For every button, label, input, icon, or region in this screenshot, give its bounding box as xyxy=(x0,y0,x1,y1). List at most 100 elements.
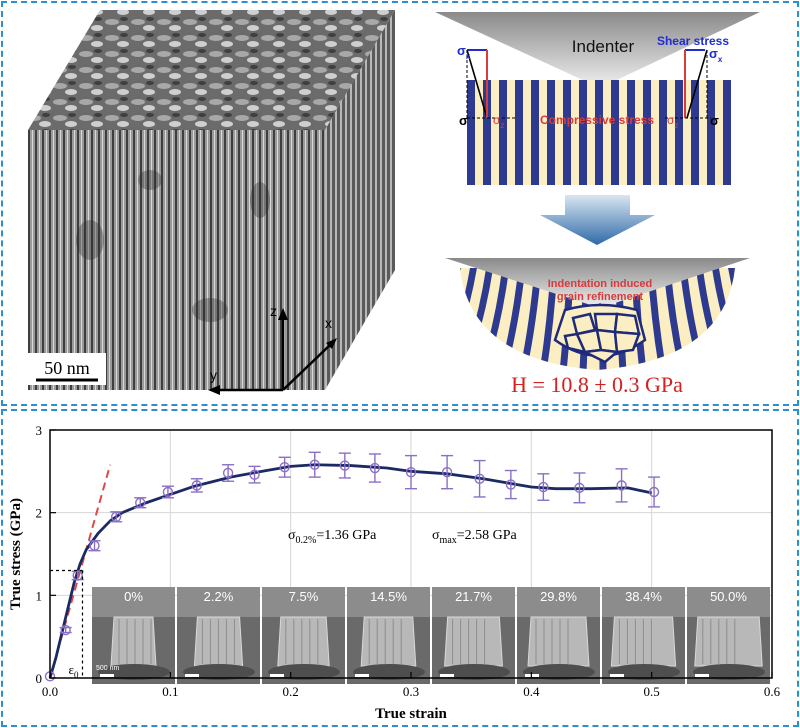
shear-stress-label: Shear stress xyxy=(657,34,729,48)
x-axis-label: True strain xyxy=(375,706,447,722)
data-point xyxy=(648,486,660,498)
inset-scale-bar xyxy=(185,674,199,677)
bowl-stripe xyxy=(460,268,462,370)
sigma-right: σ xyxy=(710,113,719,128)
inset-scale-bar xyxy=(610,674,624,677)
bowl-stripe xyxy=(679,268,707,370)
y-axis-label: True stress (GPa) xyxy=(8,498,24,610)
layer-stripe xyxy=(547,80,555,185)
data-point xyxy=(505,479,517,490)
bowl-stripe xyxy=(519,268,542,370)
inset-scale-bar xyxy=(270,674,284,677)
bowl-stripe xyxy=(727,268,735,370)
data-point xyxy=(309,459,320,470)
y-tick-label: 2 xyxy=(36,506,43,521)
stress-annotation: σ0.2%=1.36 GPa xyxy=(288,528,377,546)
sem-inset xyxy=(92,587,175,684)
x-tick-label: 0.2 xyxy=(283,684,299,699)
y-tick-label: 3 xyxy=(36,423,43,438)
axis-y-head xyxy=(208,385,220,395)
data-point xyxy=(110,511,122,523)
axis-x-head xyxy=(326,338,337,349)
axis-z-label: z xyxy=(270,303,277,319)
stress-diagram-right xyxy=(665,49,711,119)
layer-stripe xyxy=(659,80,667,185)
x-tick-label: 0.1 xyxy=(162,684,178,699)
data-point xyxy=(60,624,71,636)
layer-stripe xyxy=(531,80,539,185)
stress-annotation: σmax=2.58 GPa xyxy=(432,528,518,546)
inset-scale-label: 500 nm xyxy=(96,665,120,672)
refined-grains xyxy=(553,303,647,364)
data-point xyxy=(72,570,83,581)
y-tick-label: 0 xyxy=(36,671,43,686)
data-point xyxy=(538,481,549,493)
axis-y-label: y xyxy=(210,367,217,383)
sigma-x-right: σx xyxy=(709,46,723,64)
indenter-tip-bottom xyxy=(445,258,750,308)
data-point xyxy=(249,469,260,480)
data-point xyxy=(162,486,174,498)
layer-stripe xyxy=(627,80,635,185)
x-tick-label: 0.0 xyxy=(42,684,58,699)
hardness-value: H = 10.8 ± 0.3 GPa xyxy=(511,372,683,397)
indenter-label: Indenter xyxy=(572,37,635,56)
inset-strain-label: 14.5% xyxy=(370,589,407,604)
inset-strain-label: 0% xyxy=(124,589,143,604)
layer-stripe xyxy=(563,80,571,185)
sigma-z-right: σz xyxy=(667,113,678,130)
data-point xyxy=(441,466,453,478)
layer-stripe xyxy=(467,80,475,185)
inset-scale-bar xyxy=(695,674,709,677)
x-tick-label: 0.6 xyxy=(764,684,781,699)
bottom-panel-border xyxy=(1,409,799,727)
sem-inset xyxy=(177,587,260,684)
layer-stripe xyxy=(675,80,683,185)
layer-stripe xyxy=(643,80,651,185)
layer-stripes xyxy=(467,80,731,185)
indentation-schematic: Indenter σx σ σz Shear stress σx σ σz Co… xyxy=(435,12,760,397)
inset-strain-label: 21.7% xyxy=(455,589,492,604)
x-tick-label: 0.3 xyxy=(403,684,419,699)
eps0-label: ε0 xyxy=(68,662,78,680)
sem-inset xyxy=(432,587,515,684)
data-point xyxy=(616,480,627,491)
refinement-label-line1: Indentation induced xyxy=(548,278,653,290)
inset-strain-label: 50.0% xyxy=(710,589,747,604)
scale-bar-label: 50 nm xyxy=(44,358,90,378)
data-point xyxy=(369,462,381,474)
stress-strain-chart: ε0 σ0.2%=1.36 GPa σmax=2.58 GPa 0% 500 nm 2.2… xyxy=(8,423,781,722)
bowl-stripe xyxy=(695,268,727,370)
tem-block-figure: 50 nm z x y xyxy=(28,10,395,395)
block-front-face xyxy=(28,130,325,390)
data-point xyxy=(89,540,100,551)
compressive-stress-label: Compressive stress xyxy=(540,113,654,127)
bowl-stripe xyxy=(479,268,510,370)
inset-strain-label: 29.8% xyxy=(540,589,577,604)
data-point xyxy=(135,497,146,508)
data-point xyxy=(191,480,203,491)
sigma-z-left: σz xyxy=(493,113,504,130)
data-point xyxy=(339,460,351,471)
layer-stripe xyxy=(515,80,523,185)
data-point xyxy=(405,466,417,478)
y-tick-label: 1 xyxy=(36,588,43,603)
sigma-left: σ xyxy=(459,113,468,128)
inset-scale-bar xyxy=(100,674,114,677)
x-tick-label: 0.5 xyxy=(644,684,660,699)
data-point xyxy=(279,462,290,473)
inset-scale-bar xyxy=(355,674,369,677)
stress-diagram-left xyxy=(466,49,515,119)
axis-x-label: x xyxy=(325,315,332,331)
inset-strain-label: 38.4% xyxy=(625,589,662,604)
inset-strain-label: 7.5% xyxy=(289,589,319,604)
sem-inset xyxy=(262,587,345,684)
data-point xyxy=(574,482,585,494)
layer-stripe xyxy=(611,80,619,185)
indenter-tip xyxy=(435,12,760,88)
data-point xyxy=(474,473,485,484)
layer-stripe xyxy=(691,80,699,185)
process-arrow xyxy=(540,195,655,245)
sem-inset xyxy=(687,587,770,684)
layer-stripe xyxy=(499,80,507,185)
